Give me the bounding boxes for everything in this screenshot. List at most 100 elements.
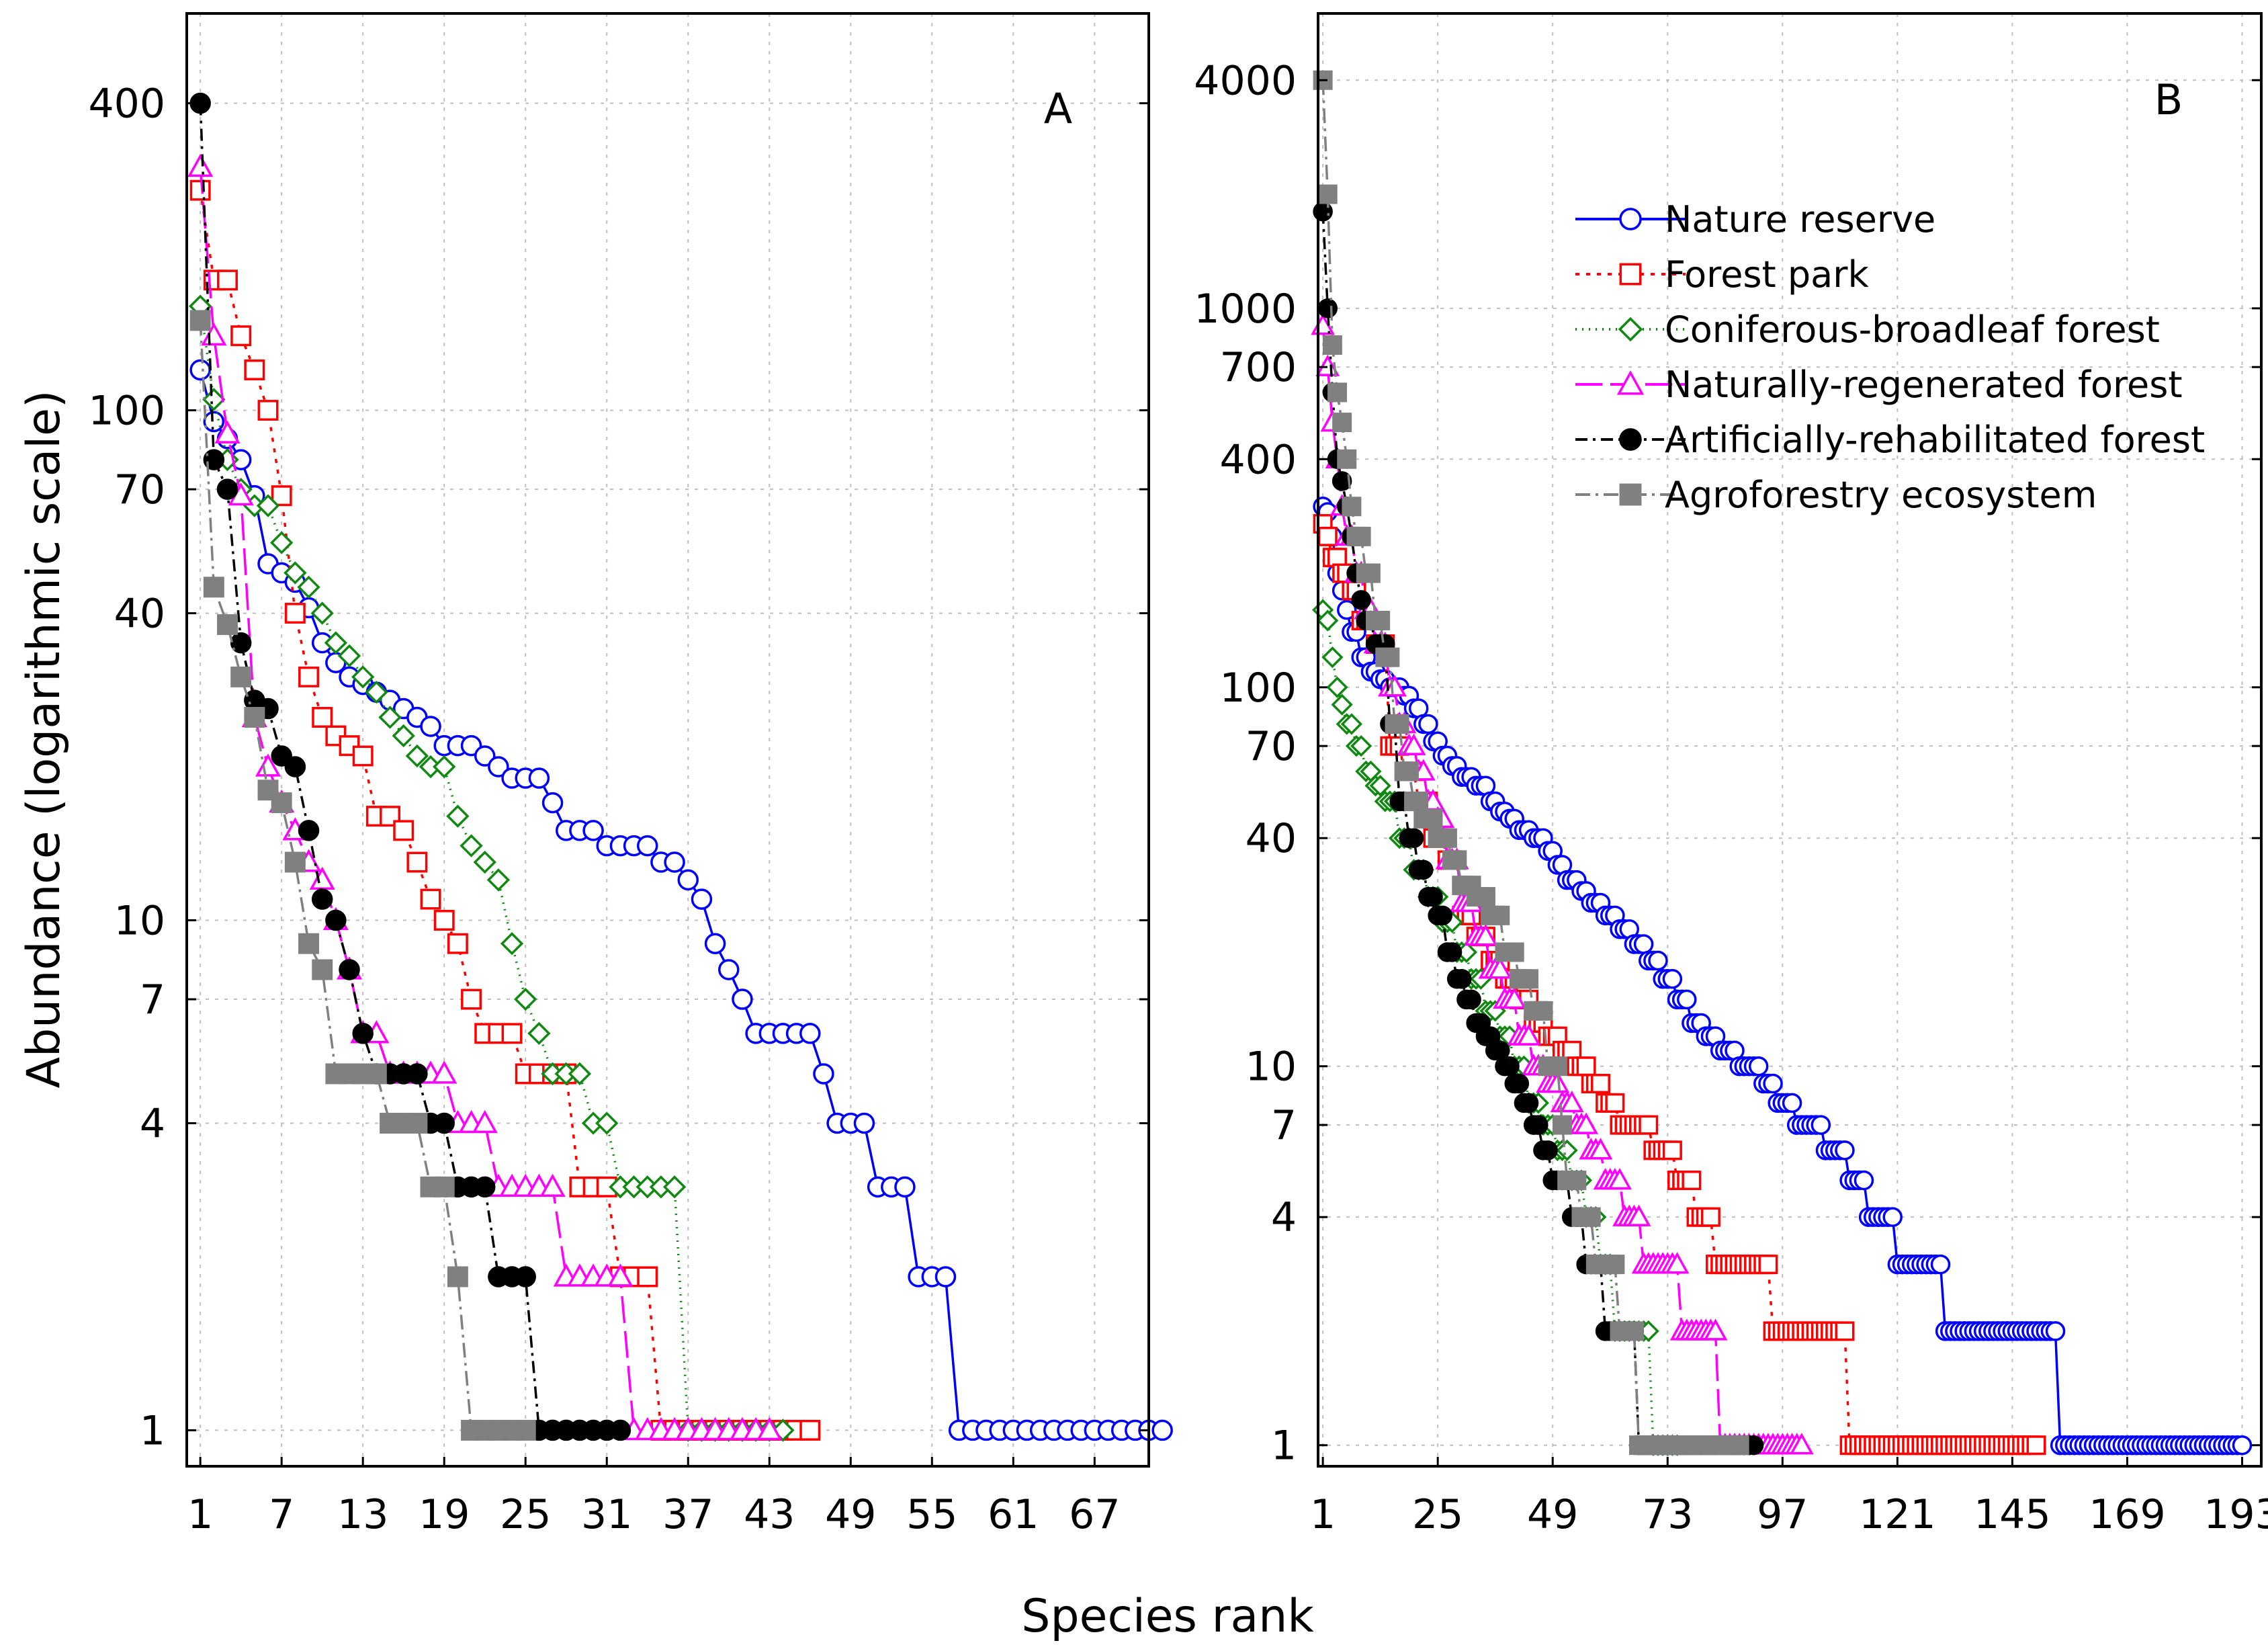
data-point: [2045, 1321, 2066, 1341]
data-point: [677, 869, 699, 891]
data-point: [406, 1113, 428, 1134]
data-point: [1321, 646, 1344, 669]
data-point: [894, 1176, 916, 1198]
data-point: [1682, 1171, 1702, 1190]
legend-item: Naturally-regenerated forest: [1575, 364, 2183, 406]
data-point: [1811, 1115, 1831, 1135]
data-point: [704, 933, 726, 954]
data-point: [1665, 1252, 1690, 1274]
data-point: [406, 851, 428, 873]
data-point: [488, 756, 509, 777]
data-point: [2232, 1435, 2253, 1456]
data-point: [732, 988, 753, 1010]
data-point: [2026, 1435, 2046, 1456]
data-point: [515, 1419, 536, 1441]
data-point: [528, 767, 550, 789]
legend-item: Artificially-rehabilitated forest: [1575, 419, 2205, 461]
data-point: [527, 1021, 551, 1046]
data-point: [595, 1111, 619, 1135]
data-point: [1545, 1070, 1570, 1093]
data-point: [1882, 1207, 1903, 1227]
data-point: [1703, 1318, 1728, 1341]
legend-marker: [1618, 317, 1643, 342]
data-point: [1442, 942, 1463, 962]
data-point: [771, 1419, 795, 1442]
data-point: [1332, 413, 1352, 433]
data-point: [607, 1263, 634, 1287]
data-point: [365, 1063, 387, 1085]
data-point: [1729, 1435, 1749, 1456]
x-tick-label: 25: [500, 1491, 551, 1538]
data-point: [1327, 382, 1347, 403]
data-point: [1322, 335, 1342, 355]
data-point: [1677, 989, 1697, 1010]
data-point: [230, 666, 252, 687]
data-point: [392, 724, 415, 748]
data-point: [1516, 1023, 1541, 1046]
data-point: [1748, 1056, 1769, 1077]
data-point: [1490, 905, 1510, 925]
data-point: [365, 680, 388, 704]
legend-marker: [1619, 263, 1642, 286]
y-tick-label: 70: [1246, 723, 1297, 770]
y-tick-label: 700: [1219, 344, 1297, 391]
x-tick-label: 31: [581, 1491, 632, 1538]
data-point: [1403, 828, 1424, 848]
data-point: [203, 411, 225, 433]
series-nature-reserve: [1313, 496, 2253, 1456]
panel-label-a: A: [1044, 84, 1072, 133]
y-tick-label: 4000: [1194, 57, 1297, 104]
data-point: [474, 745, 496, 767]
data-point: [1432, 905, 1453, 926]
y-tick-label: 1: [140, 1407, 165, 1454]
data-point: [214, 420, 241, 444]
data-point: [1639, 1115, 1659, 1135]
x-ticks-a: 1 7 13 19 25 31 37 43 49 55 61 67: [187, 1457, 1121, 1538]
legend-label: Agroforestry ecosystem: [1665, 474, 2097, 516]
x-tick-label: 25: [1412, 1491, 1463, 1538]
data-point: [406, 1063, 428, 1085]
y-tick-label: 400: [1219, 436, 1297, 483]
data-point: [337, 644, 361, 668]
data-point: [473, 850, 496, 874]
data-point: [1350, 735, 1372, 757]
data-point: [1399, 761, 1419, 782]
data-point: [756, 1417, 783, 1441]
data-point: [270, 531, 294, 554]
data-point: [1509, 1073, 1530, 1094]
data-point: [1317, 526, 1338, 546]
data-point: [203, 449, 225, 470]
data-point: [1758, 1255, 1778, 1275]
data-point: [420, 716, 441, 737]
x-tick-label: 43: [744, 1491, 795, 1538]
data-point: [1151, 1419, 1173, 1441]
y-tick-label: 1000: [1194, 286, 1297, 333]
legend-label: Coniferous-broadleaf forest: [1665, 308, 2160, 351]
data-point: [1588, 1138, 1613, 1160]
data-point: [298, 933, 319, 954]
data-point: [1633, 934, 1654, 954]
chart-panel-a: 1 7 13 19 25 31 37 43 49 55 61 67 1 4 7 10 40 70 100 400 A: [88, 12, 1173, 1538]
data-point: [799, 1419, 821, 1441]
data-point: [297, 575, 320, 599]
data-point: [1559, 1090, 1584, 1113]
data-point: [420, 888, 441, 910]
legend-item: Nature reserve: [1575, 198, 1935, 241]
data-point: [1605, 1255, 1625, 1275]
data-point: [1789, 1433, 1814, 1455]
data-point: [284, 561, 307, 585]
data-point: [1648, 950, 1668, 971]
panel-label-b: B: [2154, 75, 2183, 124]
legend-item: Forest park: [1575, 253, 1869, 296]
data-point: [433, 1112, 455, 1134]
data-point: [1487, 957, 1512, 979]
data-point: [187, 153, 214, 177]
x-ticks-b: 1 25 49 73 97 121 145 169 193: [1310, 1457, 2268, 1538]
data-point: [339, 959, 360, 980]
data-point: [1700, 1207, 1720, 1227]
data-point: [1835, 1321, 1855, 1341]
data-point: [1576, 1056, 1596, 1077]
data-point: [189, 310, 211, 331]
data-point: [244, 707, 265, 728]
data-point: [1519, 969, 1539, 989]
